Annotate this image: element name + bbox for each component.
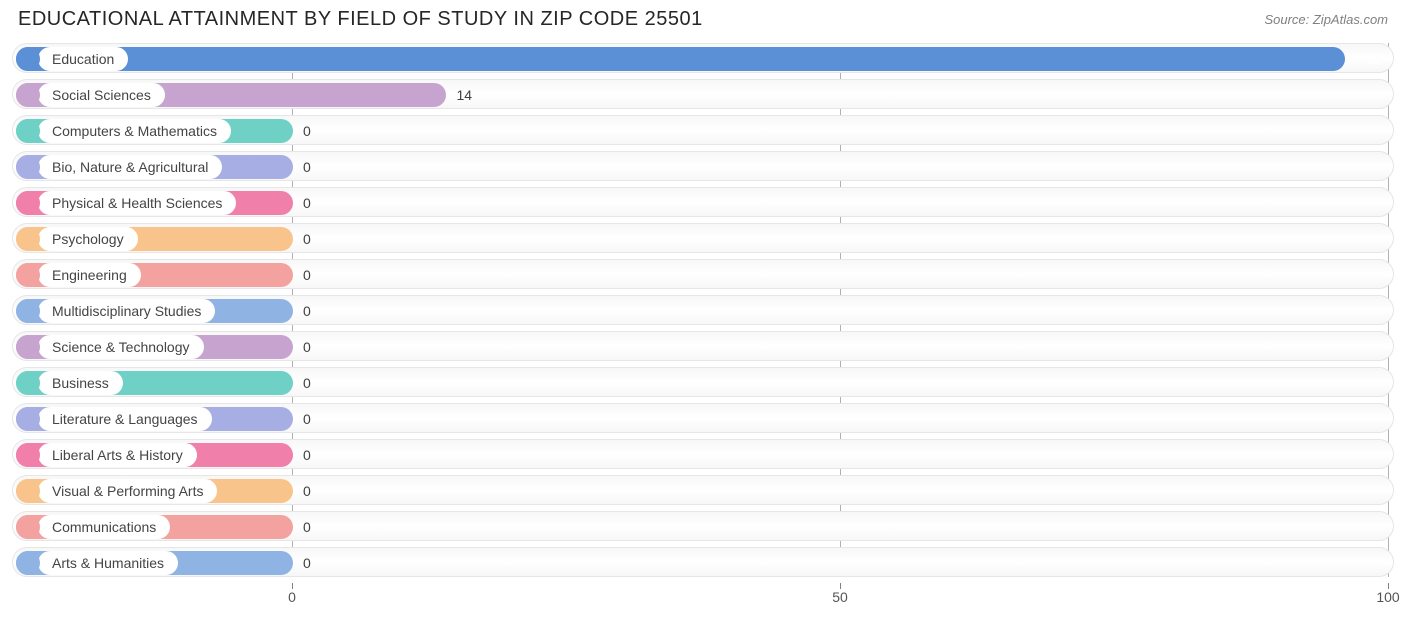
bar-value: 0 bbox=[293, 296, 311, 326]
bar-label: Communications bbox=[38, 515, 170, 539]
bar-cap bbox=[16, 227, 40, 251]
tick-label: 50 bbox=[832, 589, 848, 605]
bar-value: 0 bbox=[293, 224, 311, 254]
bar-label: Science & Technology bbox=[38, 335, 204, 359]
bar-label: Multidisciplinary Studies bbox=[38, 299, 215, 323]
chart-area: Education 96 Social Sciences 14 Computers & … bbox=[0, 35, 1406, 611]
bar-label: Physical & Health Sciences bbox=[38, 191, 236, 215]
bar-value: 0 bbox=[293, 512, 311, 542]
bar-cap bbox=[16, 191, 40, 215]
bar-row: Arts & Humanities 0 bbox=[12, 547, 1394, 577]
chart-title: EDUCATIONAL ATTAINMENT BY FIELD OF STUDY… bbox=[18, 8, 703, 31]
bar-cap bbox=[16, 407, 40, 431]
bar-value: 0 bbox=[293, 188, 311, 218]
bar-cap bbox=[16, 335, 40, 359]
chart-header: EDUCATIONAL ATTAINMENT BY FIELD OF STUDY… bbox=[0, 0, 1406, 35]
bar-row: Education 96 bbox=[12, 43, 1394, 73]
bar-label: Engineering bbox=[38, 263, 141, 287]
bar-cap bbox=[16, 515, 40, 539]
bar-label: Liberal Arts & History bbox=[38, 443, 197, 467]
bar-value: 0 bbox=[293, 440, 311, 470]
bar-cap bbox=[16, 119, 40, 143]
bar-cap bbox=[16, 443, 40, 467]
bar-value: 96 bbox=[1365, 44, 1381, 74]
bar-label: Bio, Nature & Agricultural bbox=[38, 155, 222, 179]
bar-value: 0 bbox=[293, 260, 311, 290]
bar-cap bbox=[16, 47, 40, 71]
bar-label: Business bbox=[38, 371, 123, 395]
bar-value: 0 bbox=[293, 476, 311, 506]
bar-row: Physical & Health Sciences 0 bbox=[12, 187, 1394, 217]
bar-value: 0 bbox=[293, 152, 311, 182]
bar-row: Visual & Performing Arts 0 bbox=[12, 475, 1394, 505]
bars-container: Education 96 Social Sciences 14 Computers & … bbox=[12, 43, 1394, 577]
bar-row: Liberal Arts & History 0 bbox=[12, 439, 1394, 469]
bar-row: Social Sciences 14 bbox=[12, 79, 1394, 109]
bar-row: Computers & Mathematics 0 bbox=[12, 115, 1394, 145]
tick-label: 0 bbox=[288, 589, 296, 605]
tick-label: 100 bbox=[1376, 589, 1399, 605]
bar-row: Psychology 0 bbox=[12, 223, 1394, 253]
bar-value: 0 bbox=[293, 404, 311, 434]
bar-value: 14 bbox=[446, 80, 472, 110]
bar-label: Visual & Performing Arts bbox=[38, 479, 217, 503]
bar-row: Communications 0 bbox=[12, 511, 1394, 541]
bar-cap bbox=[16, 479, 40, 503]
bar-cap bbox=[16, 155, 40, 179]
chart-source: Source: ZipAtlas.com bbox=[1264, 8, 1388, 27]
bar-cap bbox=[16, 551, 40, 575]
bar-row: Multidisciplinary Studies 0 bbox=[12, 295, 1394, 325]
bar-label: Arts & Humanities bbox=[38, 551, 178, 575]
bar-cap bbox=[16, 83, 40, 107]
bar-value: 0 bbox=[293, 116, 311, 146]
bar-label: Social Sciences bbox=[38, 83, 165, 107]
bar-label: Education bbox=[38, 47, 128, 71]
bar-row: Engineering 0 bbox=[12, 259, 1394, 289]
x-axis: 050100 bbox=[12, 583, 1394, 611]
bar-cap bbox=[16, 263, 40, 287]
bar-value: 0 bbox=[293, 548, 311, 578]
bar-row: Science & Technology 0 bbox=[12, 331, 1394, 361]
bar-value: 0 bbox=[293, 368, 311, 398]
bar-row: Literature & Languages 0 bbox=[12, 403, 1394, 433]
bar-row: Bio, Nature & Agricultural 0 bbox=[12, 151, 1394, 181]
bar-label: Literature & Languages bbox=[38, 407, 212, 431]
bar-label: Computers & Mathematics bbox=[38, 119, 231, 143]
bar-row: Business 0 bbox=[12, 367, 1394, 397]
bar-value: 0 bbox=[293, 332, 311, 362]
bar-cap bbox=[16, 299, 40, 323]
bar-label: Psychology bbox=[38, 227, 138, 251]
bar-fill bbox=[16, 47, 1345, 71]
bar-cap bbox=[16, 371, 40, 395]
